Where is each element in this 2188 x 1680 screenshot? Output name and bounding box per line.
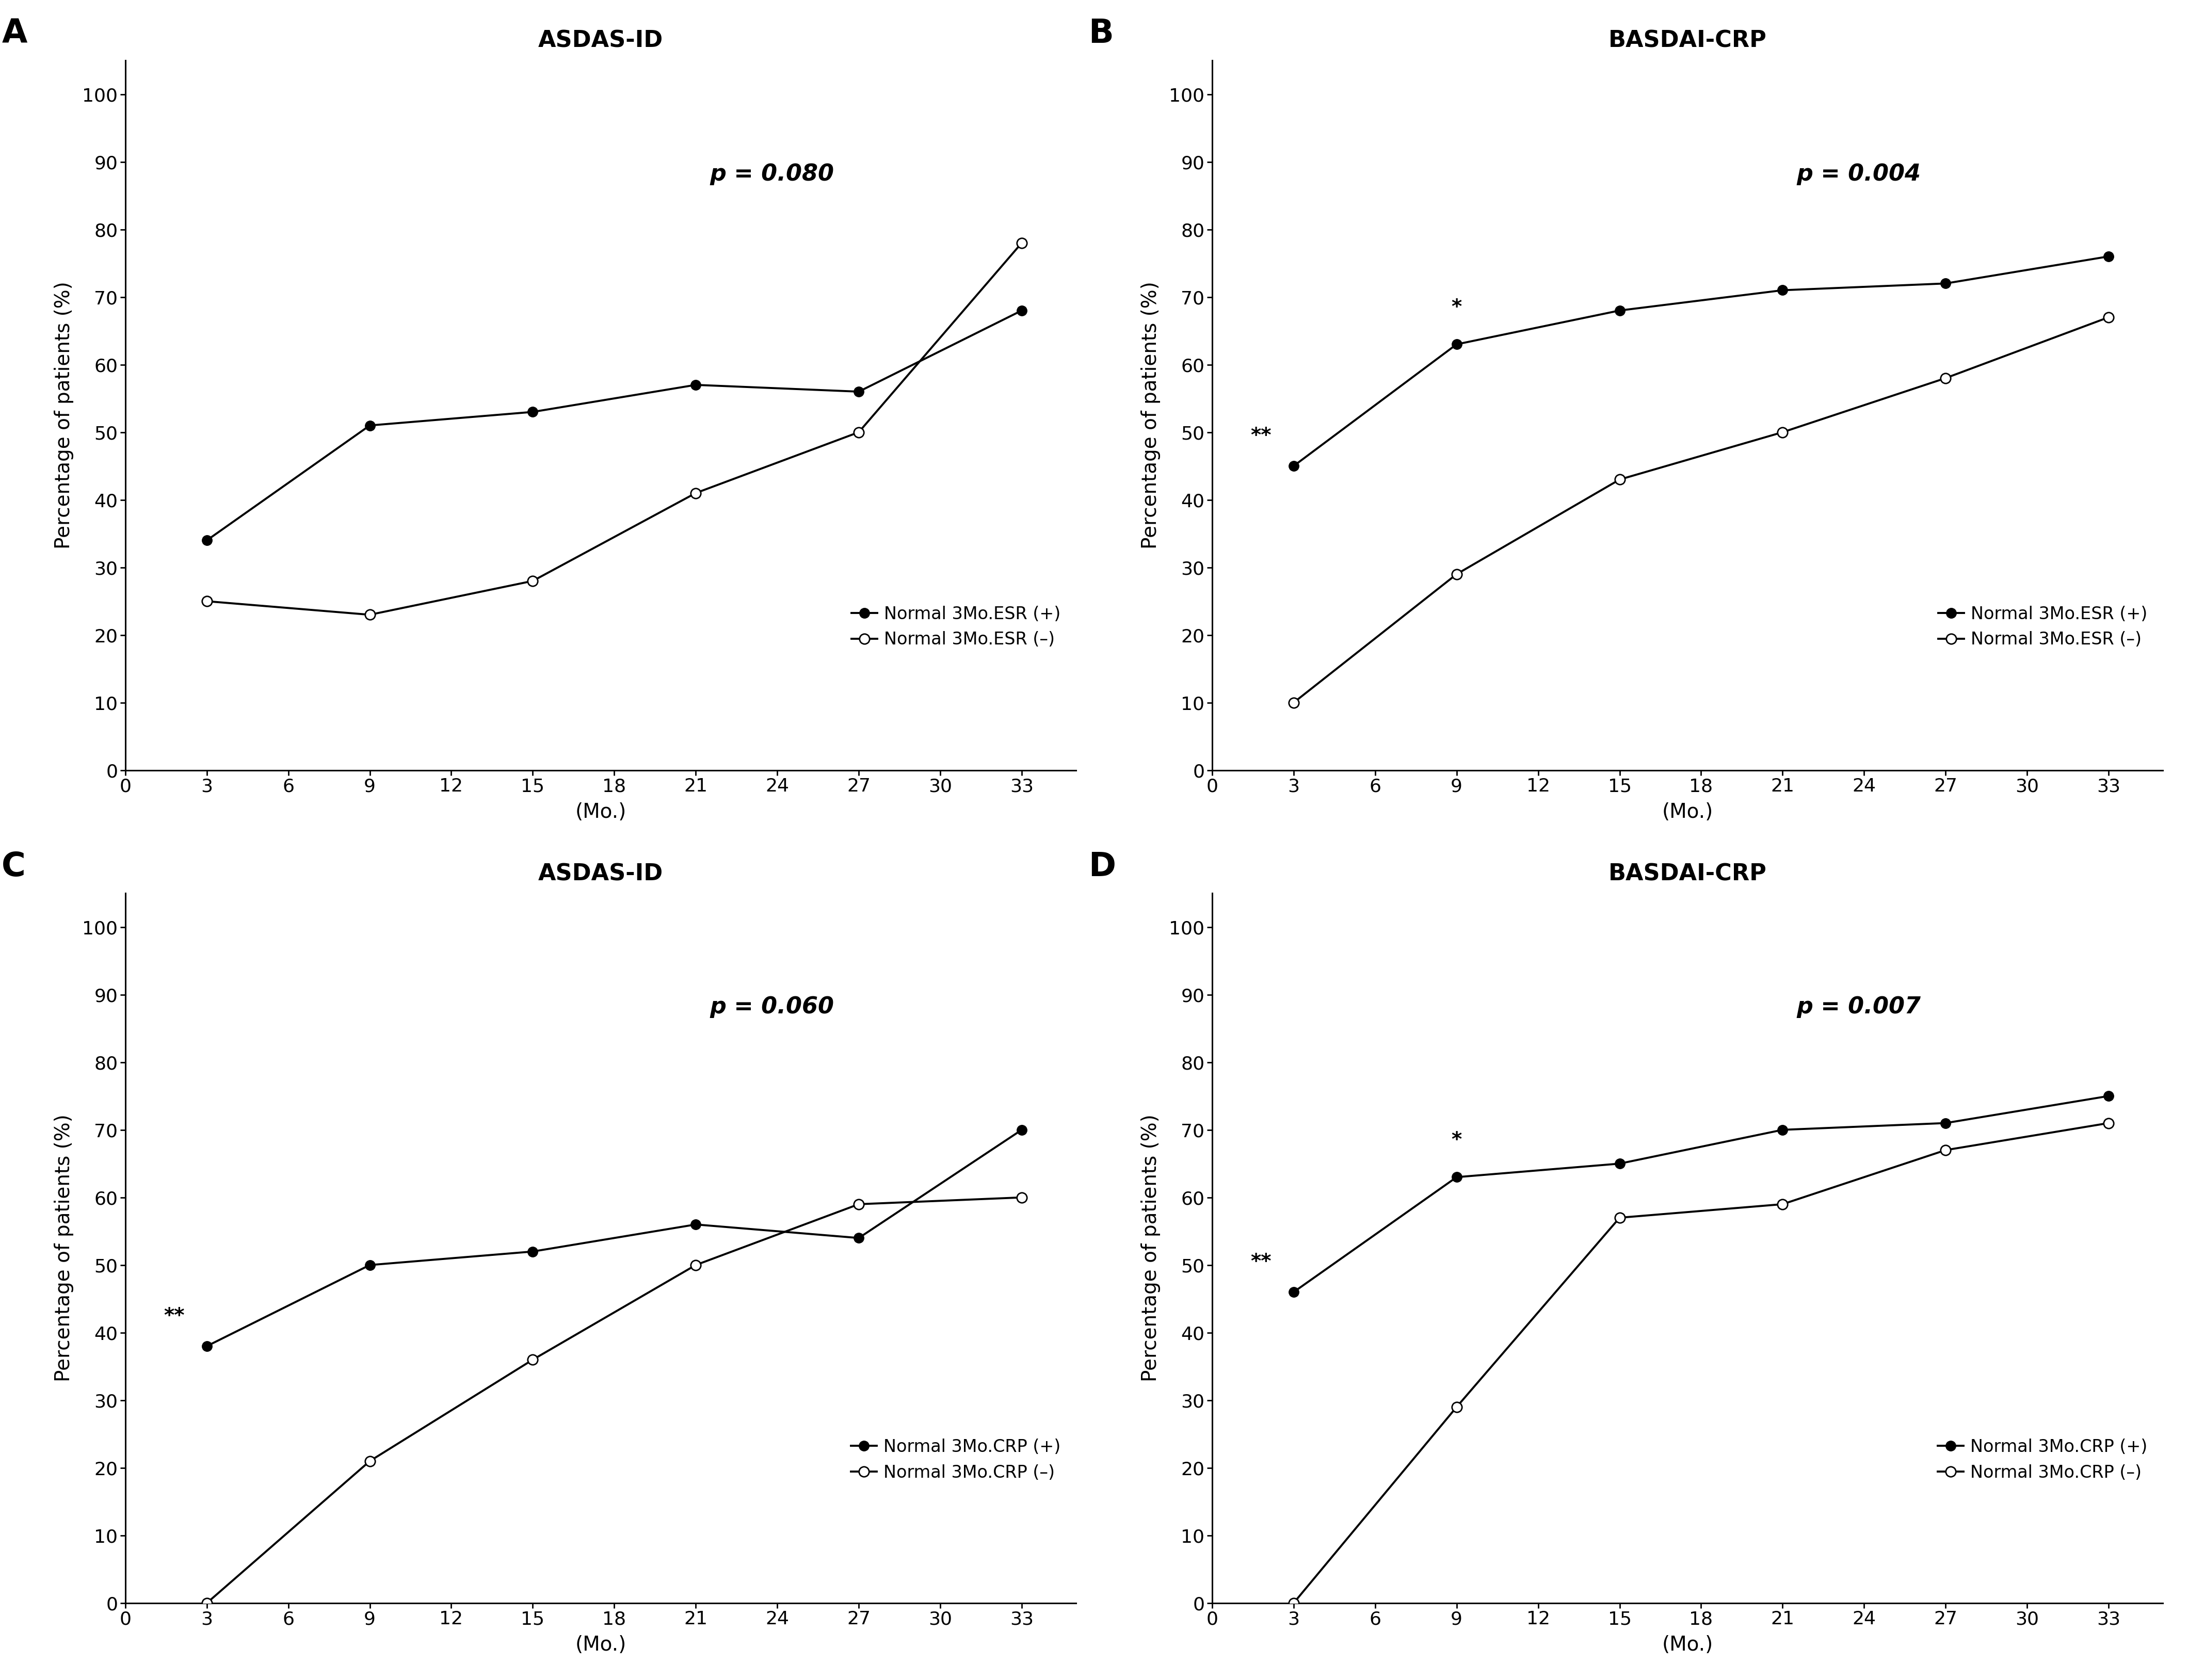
- Legend: Normal 3Mo.CRP (+), Normal 3Mo.CRP (–): Normal 3Mo.CRP (+), Normal 3Mo.CRP (–): [845, 1431, 1068, 1488]
- Legend: Normal 3Mo.CRP (+), Normal 3Mo.CRP (–): Normal 3Mo.CRP (+), Normal 3Mo.CRP (–): [1930, 1431, 2155, 1488]
- Text: D: D: [1087, 850, 1116, 882]
- Text: p = 0.004: p = 0.004: [1796, 163, 1921, 185]
- X-axis label: (Mo.): (Mo.): [1663, 803, 1713, 822]
- Text: p = 0.007: p = 0.007: [1796, 996, 1921, 1018]
- X-axis label: (Mo.): (Mo.): [575, 1635, 626, 1655]
- X-axis label: (Mo.): (Mo.): [575, 803, 626, 822]
- Text: A: A: [2, 18, 26, 50]
- Text: **: **: [164, 1307, 184, 1326]
- Title: ASDAS-ID: ASDAS-ID: [538, 864, 663, 885]
- Y-axis label: Percentage of patients (%): Percentage of patients (%): [1140, 282, 1160, 549]
- Text: p = 0.080: p = 0.080: [709, 163, 834, 185]
- Text: **: **: [1252, 1252, 1271, 1272]
- Legend: Normal 3Mo.ESR (+), Normal 3Mo.ESR (–): Normal 3Mo.ESR (+), Normal 3Mo.ESR (–): [845, 598, 1068, 655]
- Y-axis label: Percentage of patients (%): Percentage of patients (%): [55, 1114, 74, 1383]
- Y-axis label: Percentage of patients (%): Percentage of patients (%): [1140, 1114, 1160, 1383]
- Text: *: *: [1451, 297, 1462, 318]
- Text: B: B: [1087, 18, 1114, 50]
- X-axis label: (Mo.): (Mo.): [1663, 1635, 1713, 1655]
- Text: C: C: [2, 850, 26, 882]
- Text: **: **: [1252, 427, 1271, 445]
- Title: BASDAI-CRP: BASDAI-CRP: [1608, 864, 1766, 885]
- Text: p = 0.060: p = 0.060: [709, 996, 834, 1018]
- Text: *: *: [1451, 1131, 1462, 1151]
- Title: ASDAS-ID: ASDAS-ID: [538, 30, 663, 52]
- Y-axis label: Percentage of patients (%): Percentage of patients (%): [55, 282, 74, 549]
- Legend: Normal 3Mo.ESR (+), Normal 3Mo.ESR (–): Normal 3Mo.ESR (+), Normal 3Mo.ESR (–): [1932, 598, 2155, 655]
- Title: BASDAI-CRP: BASDAI-CRP: [1608, 30, 1766, 52]
